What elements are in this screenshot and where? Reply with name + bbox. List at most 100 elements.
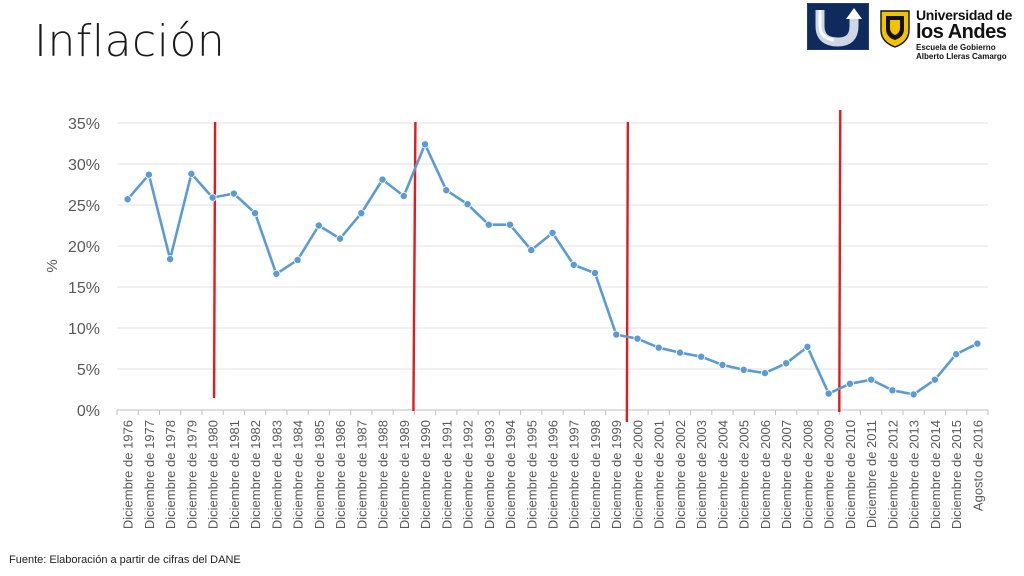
data-point bbox=[782, 359, 791, 368]
data-point bbox=[123, 195, 132, 204]
x-tick-label: Diciembre de 1980 bbox=[206, 420, 221, 529]
x-tick-label: Diciembre de 1992 bbox=[461, 420, 476, 529]
data-point bbox=[484, 220, 493, 229]
data-point bbox=[909, 390, 918, 399]
x-tick-label: Diciembre de 1994 bbox=[503, 420, 518, 529]
x-tick-label: Diciembre de 2005 bbox=[737, 420, 752, 529]
x-tick-label: Diciembre de 2008 bbox=[800, 420, 815, 529]
source-note: Fuente: Elaboración a partir de cifras d… bbox=[9, 554, 241, 566]
x-tick-label: Diciembre de 1991 bbox=[439, 420, 454, 529]
y-tick-label: 15% bbox=[68, 280, 100, 297]
period-marker-line bbox=[838, 109, 842, 413]
x-tick-label: Diciembre de 2015 bbox=[949, 420, 964, 529]
data-point bbox=[229, 189, 238, 198]
x-tick-label: Agosto de 2016 bbox=[970, 420, 985, 511]
y-tick-label: 0% bbox=[77, 403, 100, 420]
data-point bbox=[760, 369, 769, 378]
x-tick-label: Diciembre de 1976 bbox=[121, 420, 136, 529]
data-point bbox=[378, 175, 387, 184]
x-tick-label: Diciembre de 2004 bbox=[715, 420, 730, 529]
inflation-line-chart: 0% 5% 10% 15% 20% 25% 30% 35% Diciembre de 1976… bbox=[44, 109, 989, 529]
chart-gridlines bbox=[117, 122, 988, 411]
x-tick-label: Diciembre de 1996 bbox=[546, 420, 561, 529]
data-point bbox=[952, 350, 961, 359]
y-axis-ticks: 0% 5% 10% 15% 20% 25% 30% 35% bbox=[68, 116, 100, 420]
data-point bbox=[506, 220, 515, 229]
y-tick-label: 35% bbox=[68, 116, 100, 133]
x-tick-label: Diciembre de 1985 bbox=[312, 420, 327, 529]
x-tick-label: Diciembre de 2000 bbox=[630, 420, 645, 529]
period-marker-lines bbox=[212, 109, 842, 423]
x-tick-label: Diciembre de 1984 bbox=[291, 420, 306, 529]
university-name-line2: los Andes bbox=[916, 21, 1007, 43]
x-tick-label: Diciembre de 1979 bbox=[184, 420, 199, 529]
x-tick-label: Diciembre de 1990 bbox=[418, 420, 433, 529]
period-marker-line bbox=[625, 121, 630, 423]
x-tick-label: Diciembre de 1983 bbox=[269, 420, 284, 529]
school-name-line2: Alberto Lleras Camargo bbox=[916, 52, 1007, 61]
university-name-line1: Universidad de bbox=[916, 7, 1013, 23]
data-point bbox=[973, 339, 982, 348]
data-point bbox=[208, 193, 217, 202]
data-point bbox=[272, 269, 281, 278]
data-point bbox=[144, 170, 153, 179]
x-tick-label: Diciembre de 2012 bbox=[885, 420, 900, 529]
series-markers bbox=[123, 140, 982, 399]
x-tick-label: Diciembre de 1999 bbox=[609, 420, 624, 529]
y-tick-label: 20% bbox=[68, 239, 100, 256]
series-line bbox=[126, 143, 978, 396]
x-tick-label: Diciembre de 1993 bbox=[482, 420, 497, 529]
data-point bbox=[421, 140, 430, 149]
data-point bbox=[336, 234, 345, 243]
data-point bbox=[612, 330, 621, 339]
school-name-line1: Escuela de Gobierno bbox=[916, 43, 996, 52]
slide-title: Inflación bbox=[34, 16, 226, 67]
data-point bbox=[187, 169, 196, 178]
data-point bbox=[718, 360, 727, 369]
data-point bbox=[803, 342, 812, 351]
x-tick-label: Diciembre de 2010 bbox=[843, 420, 858, 529]
x-tick-label: Diciembre de 1989 bbox=[397, 420, 412, 529]
y-tick-label: 25% bbox=[68, 198, 100, 215]
x-tick-label: Diciembre de 2003 bbox=[694, 420, 709, 529]
data-point bbox=[867, 375, 876, 384]
x-tick-label: Diciembre de 2002 bbox=[673, 420, 688, 529]
data-point bbox=[845, 379, 854, 388]
x-axis-ticks: Diciembre de 1976 Diciembre de 1977 Diciem… bbox=[116, 410, 989, 529]
data-point bbox=[251, 209, 260, 218]
data-point bbox=[166, 255, 175, 264]
x-tick-label: Diciembre de 2009 bbox=[822, 420, 837, 529]
x-tick-label: Diciembre de 2013 bbox=[907, 420, 922, 529]
data-point bbox=[463, 200, 472, 209]
y-axis-label: % bbox=[44, 259, 61, 272]
data-point bbox=[357, 209, 366, 218]
y-tick-label: 10% bbox=[68, 321, 100, 338]
shield-icon bbox=[880, 10, 910, 48]
data-point bbox=[739, 365, 748, 374]
uturn-arrow-logo bbox=[807, 3, 869, 50]
x-tick-label: Diciembre de 1998 bbox=[588, 420, 603, 529]
data-point bbox=[527, 246, 536, 255]
data-point bbox=[442, 186, 451, 195]
x-tick-label: Diciembre de 1988 bbox=[376, 420, 391, 529]
uturn-arrow-icon bbox=[815, 8, 862, 47]
x-tick-label: Diciembre de 1977 bbox=[142, 420, 157, 529]
y-tick-label: 30% bbox=[68, 157, 100, 174]
x-tick-label: Diciembre de 1978 bbox=[163, 420, 178, 529]
x-tick-label: Diciembre de 1997 bbox=[567, 420, 582, 529]
x-tick-label: Diciembre de 1982 bbox=[248, 420, 263, 529]
data-point bbox=[633, 334, 642, 343]
data-point bbox=[548, 228, 557, 237]
data-point bbox=[314, 221, 323, 230]
data-point bbox=[293, 255, 302, 264]
x-tick-label: Diciembre de 2001 bbox=[652, 420, 667, 529]
x-tick-label: Diciembre de 1981 bbox=[227, 420, 242, 529]
x-tick-label: Diciembre de 1995 bbox=[524, 420, 539, 529]
data-point bbox=[888, 386, 897, 395]
data-point bbox=[590, 269, 599, 278]
university-logo: Universidad de los Andes Escuela de Gobi… bbox=[880, 8, 1020, 70]
data-point bbox=[824, 389, 833, 398]
x-tick-label: Diciembre de 2014 bbox=[928, 420, 943, 529]
data-point bbox=[675, 348, 684, 357]
data-point bbox=[569, 260, 578, 269]
